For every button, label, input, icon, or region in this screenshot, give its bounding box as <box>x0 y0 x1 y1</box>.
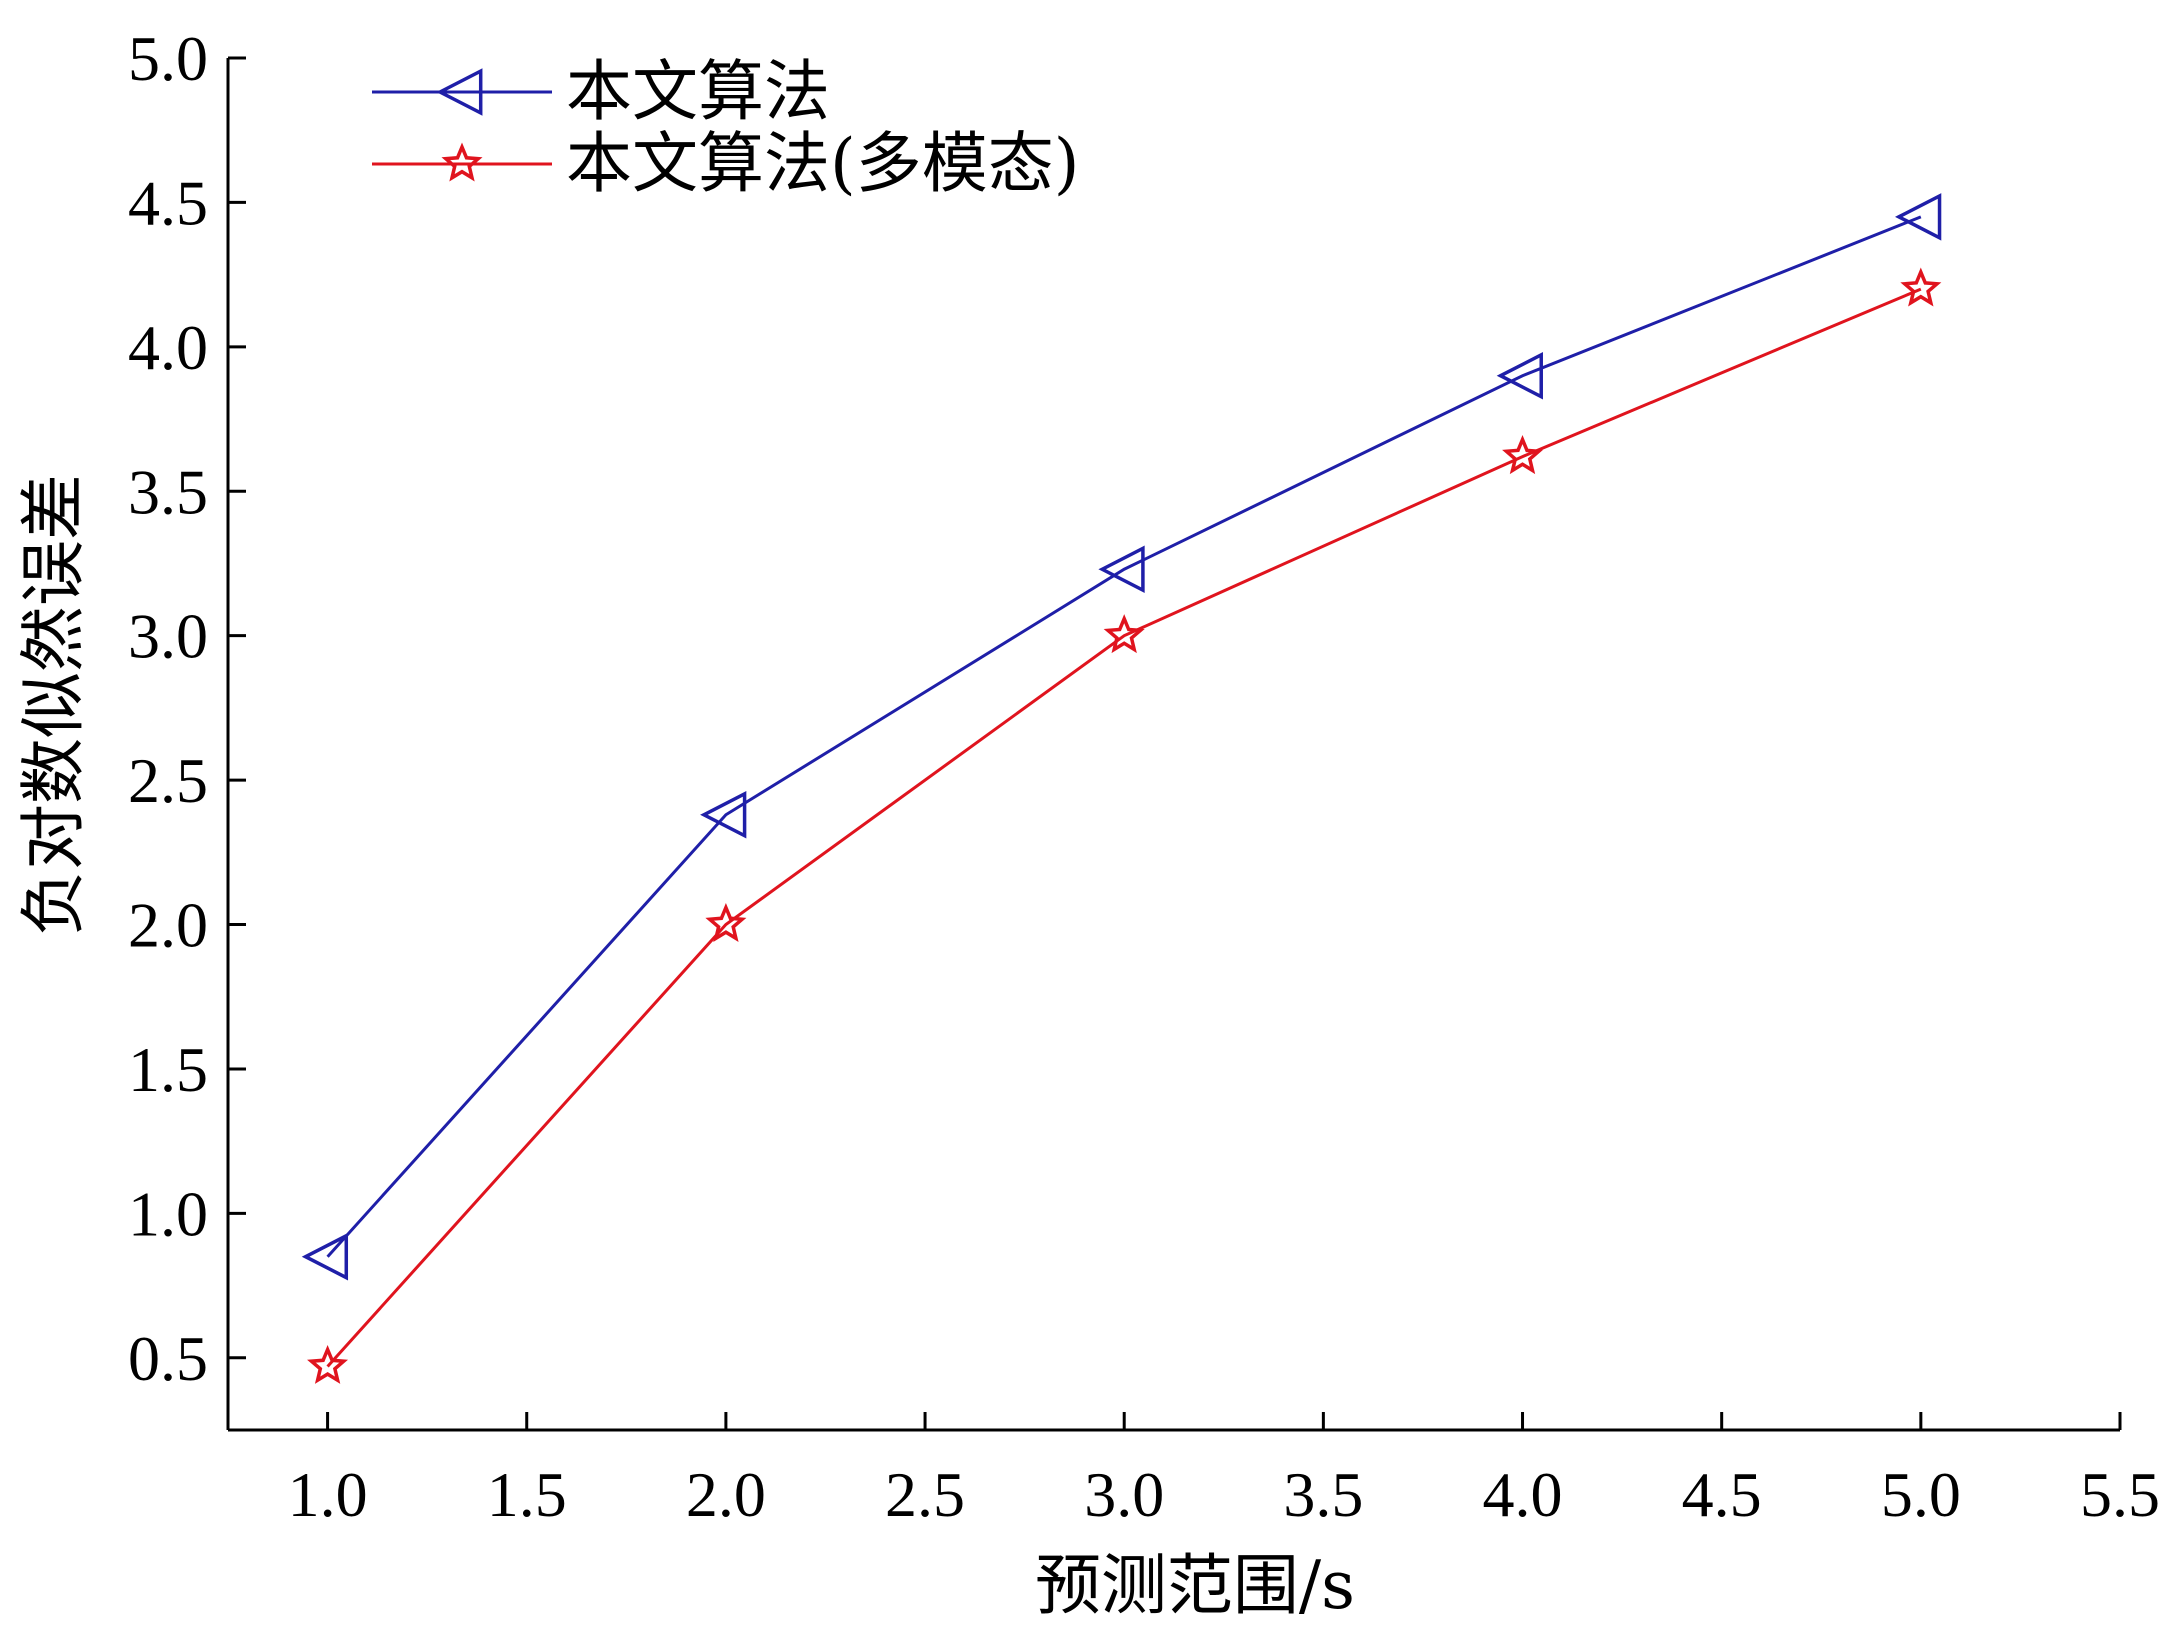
x-tick-label: 4.5 <box>1682 1459 1762 1530</box>
data-point <box>1502 435 1544 475</box>
data-point <box>1895 193 1942 241</box>
x-tick-label: 5.5 <box>2080 1459 2160 1530</box>
x-tick-label: 2.0 <box>686 1459 766 1530</box>
data-point <box>1098 545 1145 594</box>
data-point <box>1103 614 1145 654</box>
data-point <box>705 902 747 942</box>
series-1 <box>301 193 1942 1281</box>
x-tick-label: 1.0 <box>288 1459 368 1530</box>
x-tick-label: 1.5 <box>487 1459 567 1530</box>
legend-label: 本文算法(多模态) <box>566 125 1080 202</box>
legend-marker <box>441 142 483 182</box>
x-axis-title: 预测范围/s <box>1035 1547 1355 1624</box>
x-tick-label: 3.5 <box>1283 1459 1363 1530</box>
y-tick-label: 0.5 <box>128 1323 208 1394</box>
legend-marker <box>436 68 483 116</box>
series-line <box>326 287 1922 1368</box>
data-point <box>1900 267 1942 307</box>
legend-label: 本文算法 <box>566 53 830 130</box>
y-tick-label: 1.5 <box>128 1034 208 1105</box>
axes <box>226 58 2120 1432</box>
y-tick-label: 4.5 <box>128 167 208 238</box>
y-axis-title: 负对数似然误差 <box>15 474 92 936</box>
series-layer <box>301 193 1942 1384</box>
x-tick-label: 5.0 <box>1881 1459 1961 1530</box>
data-point <box>307 1344 349 1384</box>
y-tick-label: 3.0 <box>128 601 208 672</box>
y-tick-label: 2.0 <box>128 890 208 961</box>
legend-item-1: 本文算法 <box>372 53 830 130</box>
series-line <box>326 215 1922 1258</box>
legend-item-2: 本文算法(多模态) <box>372 125 1080 202</box>
data-point <box>700 791 747 839</box>
x-tick-label: 2.5 <box>885 1459 965 1530</box>
y-tick-label: 4.0 <box>128 312 208 383</box>
x-tick-label: 4.0 <box>1483 1459 1563 1530</box>
y-ticks: 0.5 1.0 1.5 2.0 2.5 3.0 3.5 4.0 4.5 5.0 <box>128 23 246 1394</box>
x-ticks: 1.0 1.5 2.0 2.5 3.0 3.5 4.0 4.5 5.0 5.5 <box>288 1412 2160 1530</box>
data-point <box>1496 351 1543 400</box>
x-tick-label: 3.0 <box>1084 1459 1164 1530</box>
y-tick-label: 5.0 <box>128 23 208 94</box>
y-tick-label: 3.5 <box>128 456 208 527</box>
data-point <box>301 1232 349 1281</box>
y-tick-label: 2.5 <box>128 745 208 816</box>
y-tick-label: 1.0 <box>128 1178 208 1249</box>
series-2 <box>307 267 1942 1384</box>
